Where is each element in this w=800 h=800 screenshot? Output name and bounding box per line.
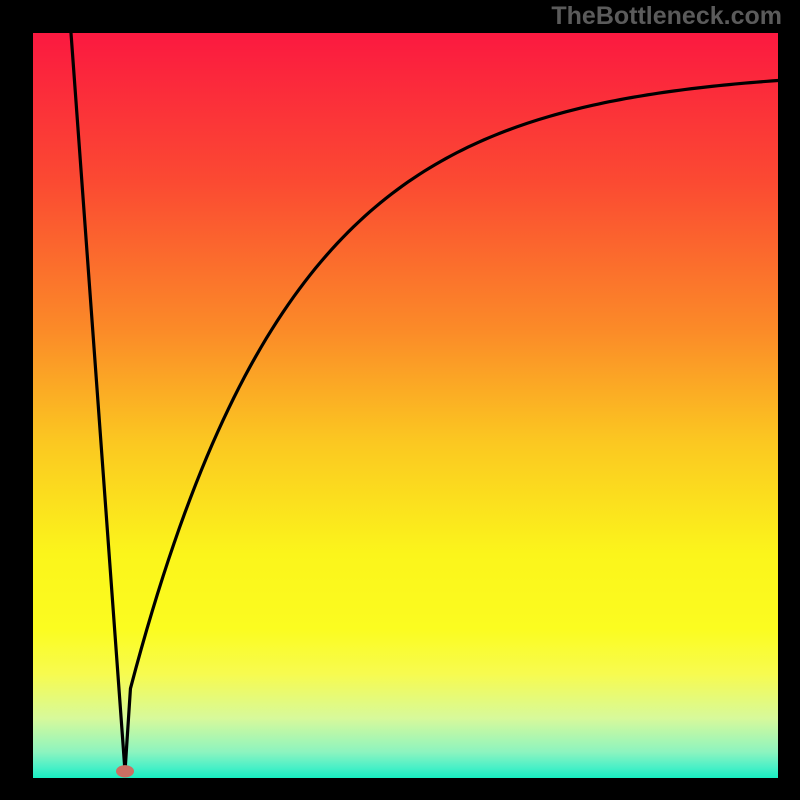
curve-right bbox=[125, 81, 778, 772]
watermark-text: TheBottleneck.com bbox=[551, 2, 782, 31]
plot-area bbox=[33, 33, 778, 778]
curve-layer bbox=[33, 33, 778, 778]
vertex-marker bbox=[116, 765, 134, 777]
curve-left bbox=[71, 33, 125, 771]
chart-container: TheBottleneck.com bbox=[0, 0, 800, 800]
